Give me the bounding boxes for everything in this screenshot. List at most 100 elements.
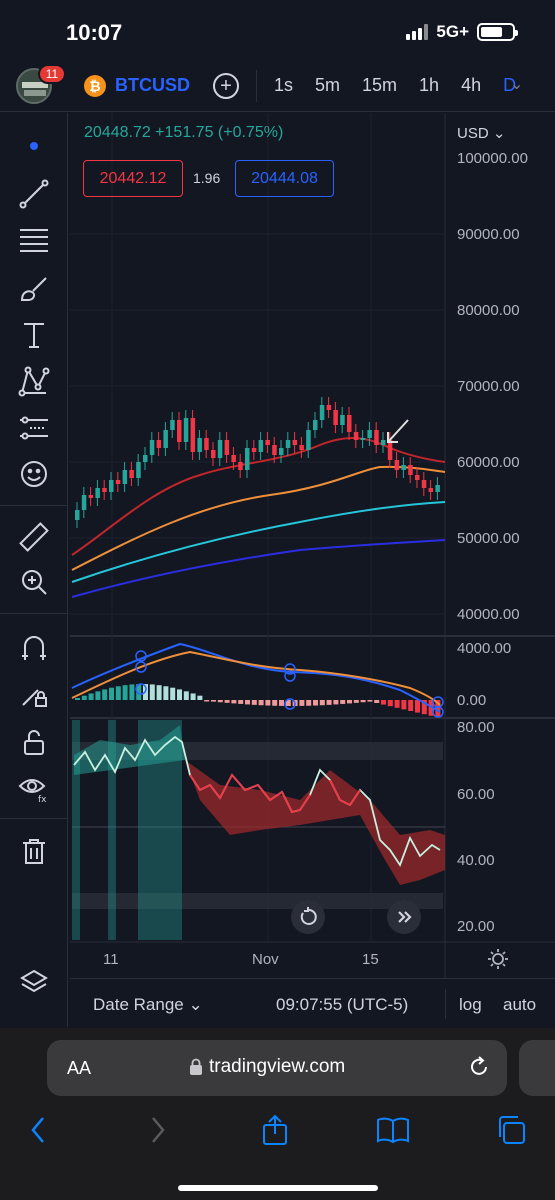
macd-bar [231, 700, 237, 704]
candle-body [360, 438, 366, 440]
candle-body [319, 405, 325, 420]
candle-body [211, 450, 216, 458]
interval-selector: 1s 5m 15m 1h 4h D [274, 75, 538, 96]
price-chart[interactable] [70, 113, 555, 978]
interval-d[interactable]: D [503, 75, 517, 95]
symbol-button[interactable]: BTCUSD [115, 75, 190, 95]
macd-bar [374, 700, 380, 703]
macd-bar [115, 686, 121, 700]
price-axis-label: 90000.00 [457, 226, 520, 243]
interval-4h[interactable]: 4h [461, 75, 482, 95]
macd-bar [204, 700, 210, 702]
home-indicator [178, 1185, 378, 1191]
candle-body [190, 418, 196, 452]
forward-icon[interactable] [136, 1108, 180, 1152]
rsi-lower-band [72, 893, 443, 909]
scroll-to-realtime-button[interactable] [387, 900, 421, 934]
interval-1h[interactable]: 1h [419, 75, 440, 95]
notification-badge: 11 [38, 64, 66, 84]
chevron-down-icon[interactable]: ⌄ [510, 76, 524, 93]
candle-body [122, 470, 128, 484]
macd-bar [340, 700, 346, 704]
candle-body [401, 465, 406, 470]
macd-bar [401, 700, 407, 710]
dot-icon[interactable] [14, 126, 54, 166]
lock-draw-icon[interactable] [14, 674, 54, 714]
macd-bar [217, 700, 223, 703]
candle-body [387, 440, 393, 460]
macd-bar [122, 685, 128, 700]
date-range-button[interactable]: Date Range ⌄ [93, 995, 203, 1014]
macd-bar [367, 700, 373, 702]
pattern-icon[interactable] [14, 361, 54, 401]
macd-bar [129, 684, 135, 700]
gear-icon[interactable] [487, 948, 509, 970]
interval-15m[interactable]: 15m [362, 75, 398, 95]
rsi-axis-label: 40.00 [457, 852, 495, 869]
candle-body [231, 455, 236, 462]
candle-body [340, 415, 345, 425]
toolbar-separator [0, 613, 68, 614]
reader-aa-button[interactable]: AA [67, 1058, 92, 1078]
interval-5m[interactable]: 5m [315, 75, 341, 95]
bookmarks-icon[interactable] [371, 1108, 415, 1152]
prediction-icon[interactable] [14, 408, 54, 448]
text-icon[interactable] [14, 315, 54, 355]
candle-body [183, 418, 189, 442]
candle-body [75, 510, 80, 520]
reload-icon[interactable] [467, 1055, 491, 1079]
macd-bar [183, 691, 189, 700]
candle-body [149, 440, 155, 455]
eye-icon[interactable]: fx [14, 768, 54, 808]
candle-body [313, 420, 318, 430]
rsi-axis-label: 80.00 [457, 719, 495, 736]
trash-icon[interactable] [14, 831, 54, 871]
add-symbol-button[interactable]: + [213, 73, 239, 99]
log-scale-toggle[interactable]: log [459, 995, 482, 1014]
macd-bar [285, 700, 291, 706]
price-axis-label: 50000.00 [457, 530, 520, 547]
reset-chart-button[interactable] [291, 900, 325, 934]
macd-bar [272, 700, 278, 706]
candle-body [347, 415, 352, 432]
unlock-icon[interactable] [14, 722, 54, 762]
bitcoin-icon: ₿ [84, 75, 106, 97]
zoom-in-icon[interactable] [14, 562, 54, 602]
fib-icon[interactable] [14, 220, 54, 260]
auto-scale-toggle[interactable]: auto [503, 995, 537, 1014]
candle-body [156, 440, 162, 448]
emoji-icon[interactable] [14, 454, 54, 494]
price-axis-label: 70000.00 [457, 378, 520, 395]
brush-icon[interactable] [14, 268, 54, 308]
address-bar[interactable]: AA tradingview.com [47, 1040, 507, 1096]
ma-200-line [71, 539, 446, 598]
network-label: 5G+ [436, 22, 469, 41]
candle-body [115, 480, 121, 484]
candle-body [88, 495, 94, 498]
drawing-toolbar: fx [0, 113, 68, 1027]
layers-icon[interactable] [14, 963, 54, 1003]
macd-bar [211, 700, 216, 702]
sell-button[interactable]: 20442.12 [83, 160, 183, 197]
share-icon[interactable] [253, 1108, 297, 1152]
trendline-icon[interactable] [14, 174, 54, 214]
macd-bar [75, 698, 80, 700]
macd-bar [102, 689, 108, 700]
timezone-clock[interactable]: 09:07:55 (UTC-5) [276, 995, 409, 1014]
price-axis-label: 80000.00 [457, 302, 520, 319]
interval-1s[interactable]: 1s [274, 75, 294, 95]
rsi-axis-label: 20.00 [457, 918, 495, 935]
candle-body [204, 438, 209, 450]
magnet-icon[interactable] [14, 628, 54, 668]
macd-bar [238, 700, 244, 704]
candle-body [224, 440, 230, 455]
back-icon[interactable] [16, 1108, 60, 1152]
candle-body [217, 440, 223, 458]
currency-selector[interactable]: USD ⌄ [457, 125, 506, 142]
ruler-icon[interactable] [14, 517, 54, 557]
macd-bar [353, 700, 359, 703]
next-tab-preview[interactable] [519, 1040, 555, 1096]
tabs-icon[interactable] [489, 1108, 533, 1152]
macd-bar [279, 700, 284, 706]
buy-button[interactable]: 20444.08 [235, 160, 334, 197]
